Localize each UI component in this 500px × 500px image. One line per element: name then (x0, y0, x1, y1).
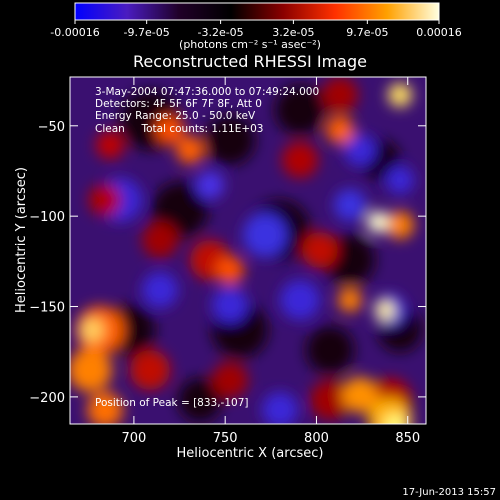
timestamp: 17-Jun-2013 15:57 (402, 487, 496, 498)
colorbar-tick-label: 0.00016 (416, 26, 462, 39)
axis-ticks: 700 750 800 850 −50 −100 −150 −200 (29, 77, 426, 446)
colorbar-tick-label: 3.2e-05 (272, 26, 314, 39)
colorbar-tick-label: -0.00016 (50, 26, 99, 39)
plot-title: Reconstructed RHESSI Image (133, 52, 367, 71)
annotation-time-range: 3-May-2004 07:47:36.000 to 07:49:24.000 (95, 86, 320, 98)
annotation-detectors: Detectors: 4F 5F 6F 7F 8F, Att 0 (95, 98, 262, 111)
x-tick-label: 800 (304, 431, 329, 446)
y-tick-label: −100 (29, 210, 65, 225)
x-tick-label: 750 (213, 431, 238, 446)
colorbar-ticks: -0.00016 -9.7e-05 -3.2e-05 3.2e-05 9.7e-05 0.… (50, 20, 462, 39)
plot-annotations: 3-May-2004 07:47:36.000 to 07:49:24.000 … (95, 86, 319, 135)
colorbar-tick-label: -9.7e-05 (124, 26, 170, 39)
annotation-energy-range: Energy Range: 25.0 - 50.0 keV (95, 110, 256, 123)
colorbar (74, 2, 440, 21)
y-axis-label: Heliocentric Y (arcsec) (14, 167, 29, 313)
x-axis-label: Heliocentric X (arcsec) (176, 446, 324, 461)
peak-position-label: Position of Peak = [833,-107] (95, 397, 249, 409)
colorbar-tick-label: 9.7e-05 (346, 26, 388, 39)
annotation-total-counts: Clean Total counts: 1.11E+03 (95, 122, 264, 135)
x-tick-label: 850 (395, 431, 420, 446)
y-tick-label: −50 (38, 120, 65, 135)
colorbar-tick-label: -3.2e-05 (197, 26, 243, 39)
plot-frame (69, 76, 427, 425)
colorbar-title: (photons cm⁻² s⁻¹ asec⁻²) (179, 38, 321, 51)
y-tick-label: −200 (29, 391, 65, 406)
y-tick-label: −150 (29, 301, 65, 316)
rhessi-image (70, 77, 426, 424)
x-tick-label: 700 (121, 431, 146, 446)
